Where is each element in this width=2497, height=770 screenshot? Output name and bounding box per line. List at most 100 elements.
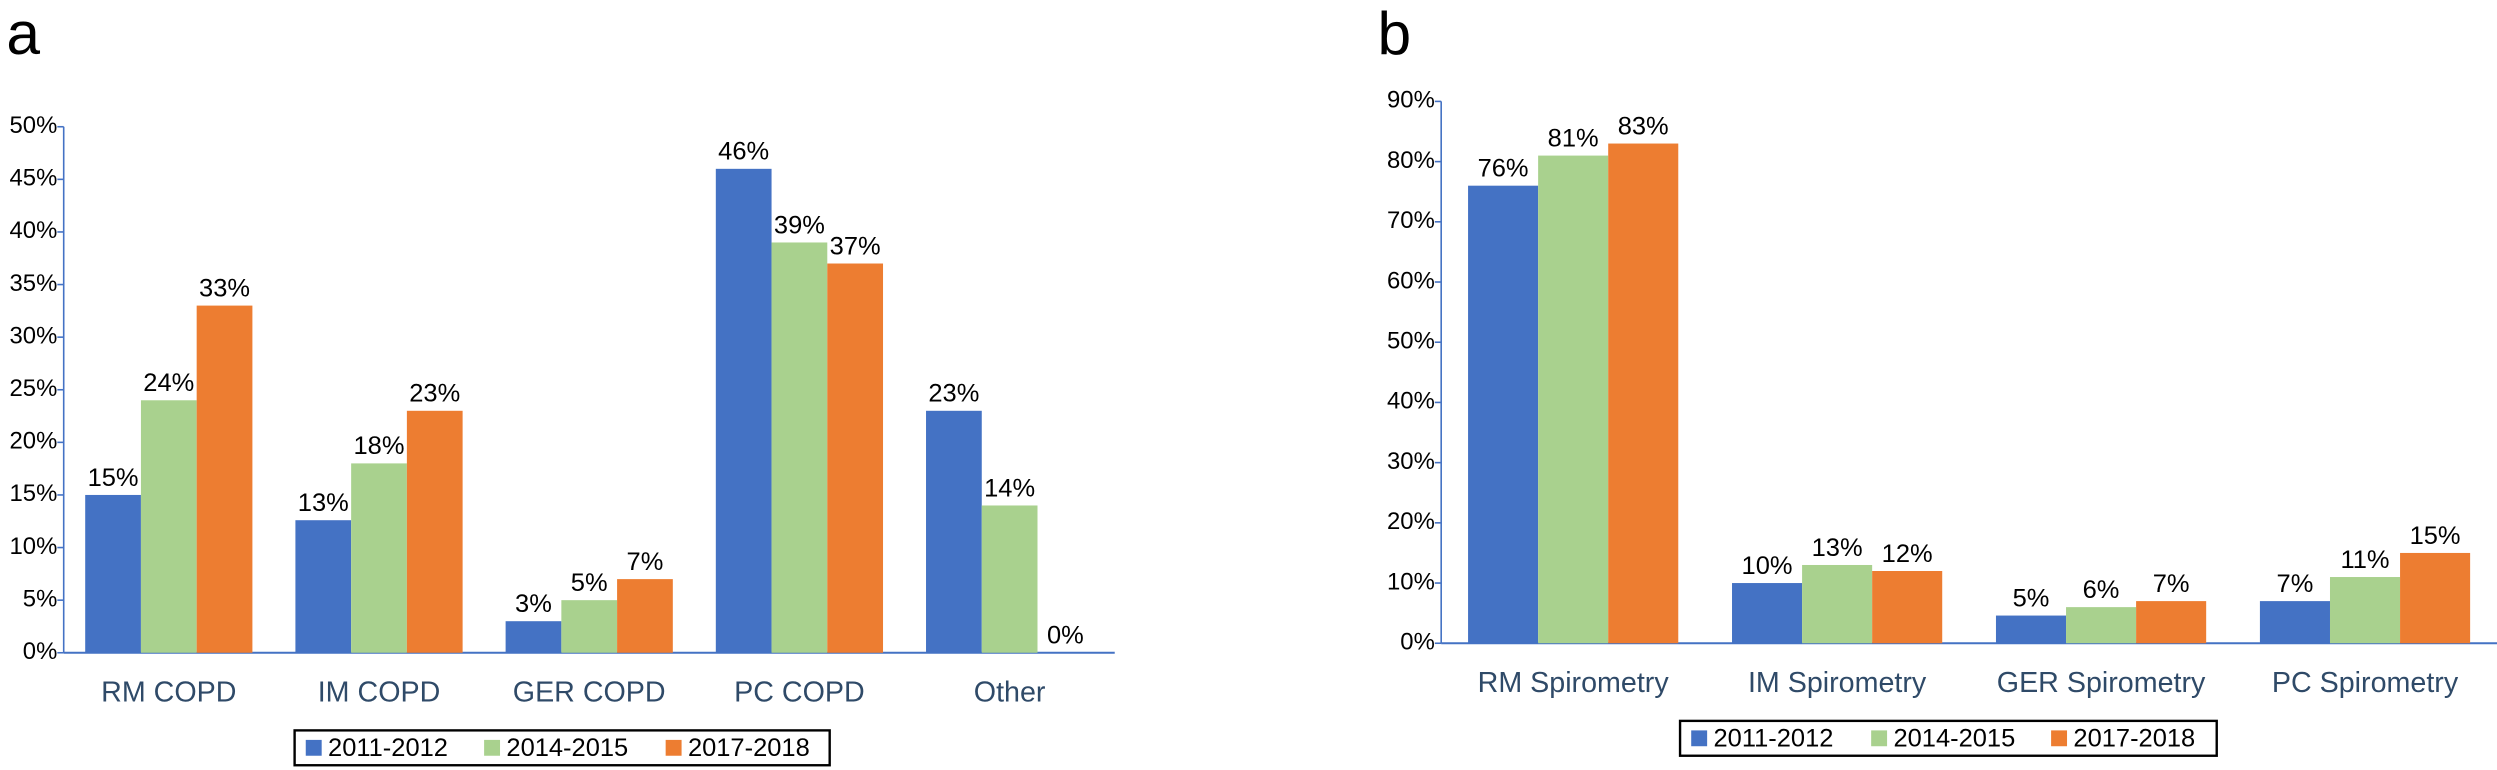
value-label: 13% [1812,534,1863,562]
legend-label: 2017-2018 [2073,725,2195,753]
value-label: 15% [88,464,139,492]
y-tick-label: 10% [1387,568,1435,595]
bar [1995,615,2067,644]
bar [505,621,562,653]
bar [1732,583,1803,644]
value-label: 39% [774,211,825,239]
legend-label: 2011-2012 [1714,725,1834,753]
legend-label: 2017-2018 [688,734,810,762]
bar [2400,552,2471,644]
bar [1468,185,1539,644]
x-tick-label: GER COPD [513,677,666,709]
bar [85,494,141,653]
bar [771,242,828,653]
y-tick-label: 0% [23,638,58,665]
legend-label: 2014-2015 [1893,725,2015,753]
legend-swatch [665,739,682,756]
bar [406,410,463,653]
value-label: 7% [2277,570,2314,598]
bar [196,305,253,653]
value-label: 23% [928,380,979,408]
bar [926,410,982,653]
y-tick-label: 20% [10,428,58,455]
x-tick-label: PC COPD [734,677,865,709]
bar [561,600,618,653]
y-tick-label: 40% [1387,388,1435,415]
bar [715,168,772,653]
value-label: 12% [1882,540,1933,568]
bar [2066,607,2137,644]
legend-swatch [2051,730,2068,747]
value-label: 14% [984,474,1035,502]
bar [617,579,673,653]
value-label: 7% [2153,570,2190,598]
value-label: 33% [199,275,250,303]
bar [1802,564,1873,644]
chart-panel: b 0% 10% 20% 30% 40% 50% 60% 70% 80% 90% RM Spirome… [1377,0,2497,757]
x-tick-label: RM COPD [101,677,236,709]
x-tick-label: PC Spirometry [2272,667,2459,699]
value-label: 15% [2410,522,2461,550]
value-label: 76% [1478,155,1529,183]
y-tick-label: 35% [10,270,58,297]
y-tick-label: 80% [1387,147,1435,174]
value-label: 7% [627,548,664,576]
value-label: 37% [830,232,881,260]
y-tick-label: 30% [10,322,58,349]
x-tick-label: RM Spirometry [1478,667,1670,699]
value-label: 0% [1047,622,1084,650]
legend-swatch [1871,730,1888,747]
value-label: 18% [354,432,405,460]
y-tick-label: 20% [1387,508,1435,535]
bar [351,463,407,653]
legend-box [293,729,831,767]
y-tick-label: 50% [1387,328,1435,355]
bar [1608,143,1679,644]
bar [2329,577,2401,644]
legend-box [1678,719,2218,757]
y-tick-label: 5% [23,585,58,612]
bar [140,400,197,653]
value-label: 3% [515,590,552,618]
y-tick-label: 10% [10,533,58,560]
value-label: 5% [571,569,608,597]
x-tick-label: IM Spirometry [1748,667,1927,699]
y-tick-label: 70% [1387,207,1435,234]
value-label: 10% [1742,552,1793,580]
x-tick-label: Other [974,677,1046,709]
value-label: 24% [143,369,194,397]
y-tick-label: 50% [10,112,58,139]
bar [981,505,1038,653]
value-label: 5% [2013,584,2050,612]
bar [295,520,352,653]
y-tick-label: 0% [1400,629,1435,656]
y-tick-label: 45% [10,165,58,192]
value-label: 13% [298,489,349,517]
value-label: 11% [2340,546,2389,574]
value-label: 23% [409,380,460,408]
legend-label: 2011-2012 [328,734,448,762]
panel-label: b [1377,0,1411,67]
y-tick-label: 40% [10,217,58,244]
value-label: 6% [2083,576,2120,604]
bar [1872,571,1943,644]
legend-swatch [305,739,322,756]
value-label: 46% [718,138,769,166]
bar [2259,601,2330,644]
x-tick-label: GER Spirometry [1997,667,2206,699]
legend: 2011-2012 2014-2015 2017-2018 [1678,719,2218,757]
y-tick-label: 25% [10,375,58,402]
legend-swatch [1691,730,1708,747]
bar [2136,601,2207,644]
legend-label: 2014-2015 [506,734,628,762]
value-label: 83% [1618,112,1669,140]
bar [827,263,884,653]
legend: 2011-2012 2014-2015 2017-2018 [293,729,831,767]
y-tick-label: 15% [10,480,58,507]
legend-swatch [484,739,501,756]
y-tick-label: 90% [1387,87,1435,114]
bar [1538,155,1609,644]
x-tick-label: IM COPD [318,677,441,709]
y-tick-label: 30% [1387,448,1435,475]
